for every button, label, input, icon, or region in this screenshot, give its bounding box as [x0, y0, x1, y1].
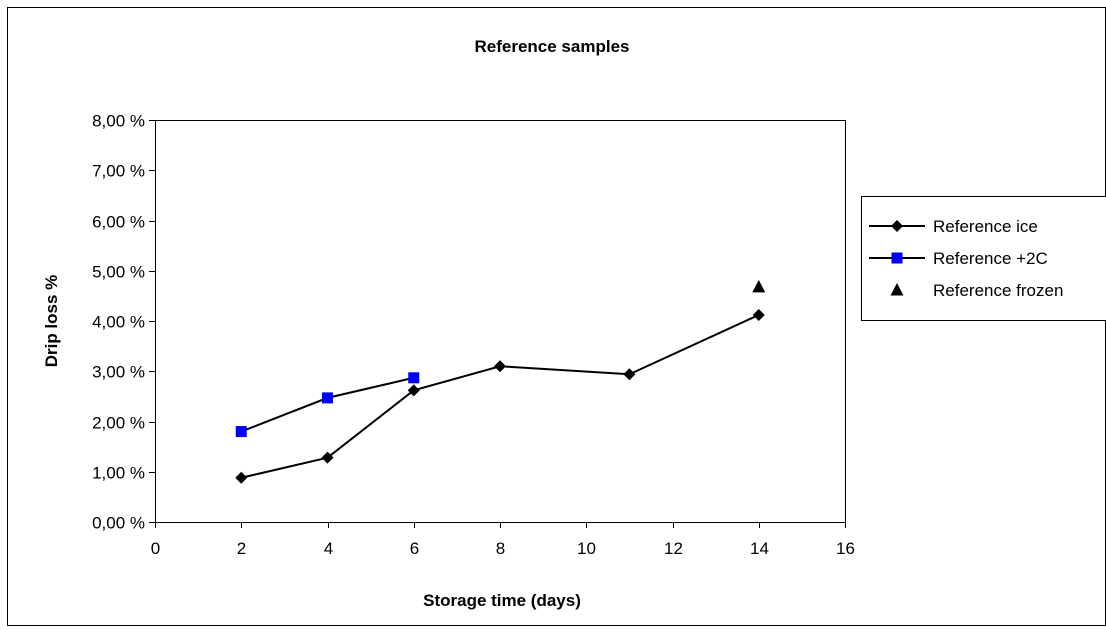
y-axis-title: Drip loss %	[42, 275, 61, 368]
x-axis-title: Storage time (days)	[423, 591, 581, 610]
series-1	[235, 308, 765, 484]
legend-label: Reference frozen	[933, 281, 1063, 300]
data-point	[408, 372, 420, 384]
legend-item: Reference +2C	[869, 249, 1048, 268]
data-point	[407, 384, 420, 397]
y-tick-label: 1,00 %	[92, 464, 145, 483]
chart-title: Reference samples	[475, 37, 630, 56]
data-point	[322, 392, 333, 404]
y-tick-label: 0,00 %	[92, 514, 145, 533]
plot-area	[155, 120, 846, 523]
legend-label: Reference +2C	[933, 249, 1048, 268]
y-axis: 0,00 % 1,00 % 2,00 % 3,00 % 4,00 % 5,00 % 6,00…	[92, 112, 155, 533]
y-tick-label: 4,00 %	[92, 313, 145, 332]
data-point	[494, 360, 506, 373]
data-point	[321, 451, 334, 464]
data-point	[235, 426, 247, 438]
y-tick-label: 5,00 %	[92, 263, 145, 282]
data-point	[623, 368, 636, 381]
data-point	[752, 308, 765, 321]
x-tick-label: 14	[750, 539, 769, 558]
series-2	[235, 372, 420, 438]
series-layer	[235, 279, 766, 484]
y-tick-label: 3,00 %	[92, 363, 145, 382]
y-tick-label: 2,00 %	[92, 414, 145, 433]
legend-item: Reference ice	[869, 217, 1038, 236]
legend-item: Reference frozen	[890, 281, 1063, 300]
legend-label: Reference ice	[933, 217, 1038, 236]
x-tick-label: 2	[237, 539, 246, 558]
x-tick-label: 12	[664, 539, 683, 558]
series-3	[752, 279, 766, 293]
legend-marker	[890, 283, 904, 296]
y-tick-label: 7,00 %	[92, 162, 145, 181]
x-tick-label: 0	[151, 539, 160, 558]
y-tick-label: 6,00 %	[92, 213, 145, 232]
series-line	[241, 314, 760, 479]
legend-marker	[891, 220, 903, 232]
x-tick-label: 10	[577, 539, 596, 558]
x-tick-label: 8	[496, 539, 505, 558]
data-point	[235, 471, 248, 484]
x-tick-label: 4	[324, 539, 333, 558]
y-tick-label: 8,00 %	[92, 112, 145, 131]
legend: Reference ice Reference +2C Reference froz…	[869, 217, 1063, 300]
x-tick-label: 16	[836, 539, 855, 558]
x-tick-label: 6	[410, 539, 419, 558]
data-point	[752, 279, 766, 293]
x-axis: 0 2 4 6 8 10 12 14 16	[151, 522, 855, 558]
legend-marker	[891, 252, 903, 264]
